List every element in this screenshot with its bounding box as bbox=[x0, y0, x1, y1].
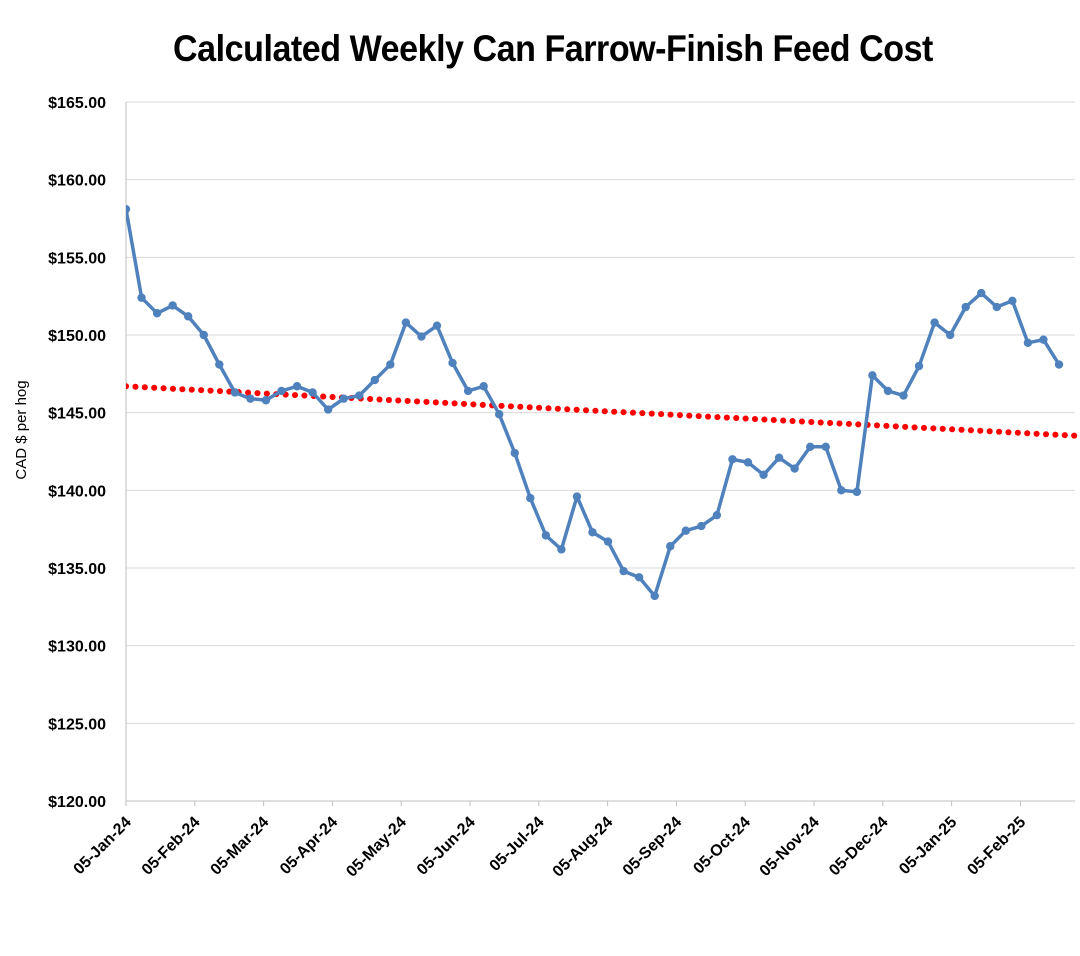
x-tick-label: 05-Mar-24 bbox=[208, 814, 273, 879]
x-tick-label: 05-Jan-25 bbox=[896, 814, 960, 878]
data-point bbox=[790, 464, 799, 473]
x-tick-label: 05-Jul-24 bbox=[487, 814, 548, 875]
data-point bbox=[557, 545, 566, 554]
data-point bbox=[448, 358, 457, 368]
data-point bbox=[837, 486, 846, 495]
data-point bbox=[1008, 296, 1017, 306]
y-tick-label: $120.00 bbox=[48, 794, 106, 811]
data-point bbox=[1039, 335, 1048, 344]
data-point bbox=[868, 371, 877, 380]
data-point bbox=[572, 492, 582, 501]
data-point bbox=[774, 453, 784, 462]
data-point bbox=[634, 573, 644, 582]
y-axis-label: CAD $ per hog bbox=[13, 380, 30, 479]
x-tick-label: 05-Nov-24 bbox=[757, 814, 823, 880]
data-point bbox=[930, 318, 939, 327]
trendline bbox=[126, 383, 1080, 439]
data-point bbox=[619, 566, 628, 576]
data-point bbox=[215, 360, 224, 369]
data-point bbox=[650, 591, 659, 601]
x-tick-label: 05-Jun-24 bbox=[414, 814, 479, 879]
data-point bbox=[184, 312, 193, 321]
x-tick-label: 05-Apr-24 bbox=[277, 814, 341, 878]
data-point bbox=[603, 537, 613, 546]
y-tick-label: $165.00 bbox=[48, 95, 106, 112]
x-tick-label: 05-May-24 bbox=[343, 814, 410, 881]
data-point bbox=[743, 458, 753, 467]
data-point bbox=[945, 330, 955, 340]
data-point bbox=[355, 391, 364, 400]
x-tick-label: 05-Sep-24 bbox=[620, 814, 686, 880]
data-point bbox=[806, 442, 815, 452]
axes bbox=[125, 102, 1075, 806]
data-point bbox=[137, 293, 146, 302]
trendline-layer bbox=[126, 383, 1080, 439]
x-tick-label: 05-Feb-24 bbox=[139, 814, 204, 879]
data-point bbox=[759, 470, 768, 479]
y-tick-label: $155.00 bbox=[48, 250, 106, 267]
data-point bbox=[230, 388, 240, 397]
data-point bbox=[463, 386, 473, 396]
data-point bbox=[681, 526, 690, 535]
y-tick-label: $130.00 bbox=[48, 639, 106, 656]
data-point bbox=[852, 487, 862, 497]
data-point bbox=[199, 330, 208, 340]
data-point bbox=[479, 382, 488, 391]
data-point bbox=[1023, 338, 1033, 347]
tick-labels: $120.00 $125.00 $130.00 $135.00 $140.00 $145.… bbox=[48, 95, 1029, 881]
data-point bbox=[541, 531, 551, 540]
x-tick-label: 05-Aug-24 bbox=[550, 814, 617, 881]
data-point bbox=[432, 321, 442, 330]
y-tick-label: $160.00 bbox=[48, 173, 106, 190]
data-point bbox=[588, 528, 597, 537]
data-point bbox=[386, 360, 395, 369]
data-point bbox=[401, 318, 411, 327]
chart-title: Calculated Weekly Can Farrow-Finish Feed… bbox=[173, 28, 933, 69]
data-point bbox=[308, 388, 317, 397]
data-point bbox=[728, 455, 737, 464]
data-point bbox=[261, 396, 271, 405]
data-point bbox=[152, 309, 162, 318]
data-point bbox=[666, 542, 675, 551]
data-point bbox=[977, 288, 986, 298]
y-tick-label: $125.00 bbox=[48, 716, 106, 733]
data-point bbox=[126, 204, 131, 214]
data-point bbox=[246, 394, 255, 403]
data-point bbox=[277, 386, 286, 396]
data-point bbox=[495, 410, 504, 419]
y-tick-label: $140.00 bbox=[48, 483, 106, 500]
data-point bbox=[510, 448, 519, 458]
data-point bbox=[1054, 360, 1064, 369]
data-point bbox=[168, 301, 177, 310]
data-point bbox=[899, 391, 908, 400]
data-point bbox=[323, 405, 333, 414]
y-tick-label: $145.00 bbox=[48, 406, 106, 423]
data-point bbox=[697, 521, 706, 531]
x-tick-label: 05-Dec-24 bbox=[826, 814, 892, 880]
y-tick-label: $150.00 bbox=[48, 328, 106, 345]
data-point bbox=[526, 493, 535, 503]
data-point bbox=[417, 332, 426, 341]
data-point bbox=[914, 361, 924, 371]
data-point bbox=[961, 302, 970, 312]
data-point bbox=[883, 386, 893, 396]
series-layer bbox=[126, 204, 1064, 601]
data-point bbox=[712, 510, 722, 520]
data-point bbox=[339, 394, 348, 403]
gridlines bbox=[126, 101, 1075, 724]
data-point bbox=[292, 382, 302, 391]
x-tick-label: 05-Feb-25 bbox=[964, 814, 1029, 879]
data-point bbox=[821, 442, 830, 452]
y-tick-label: $135.00 bbox=[48, 561, 106, 578]
data-point bbox=[370, 375, 379, 385]
data-point bbox=[992, 302, 1001, 312]
x-tick-label: 05-Oct-24 bbox=[690, 814, 754, 878]
x-tick-label: 05-Jan-24 bbox=[71, 814, 135, 878]
